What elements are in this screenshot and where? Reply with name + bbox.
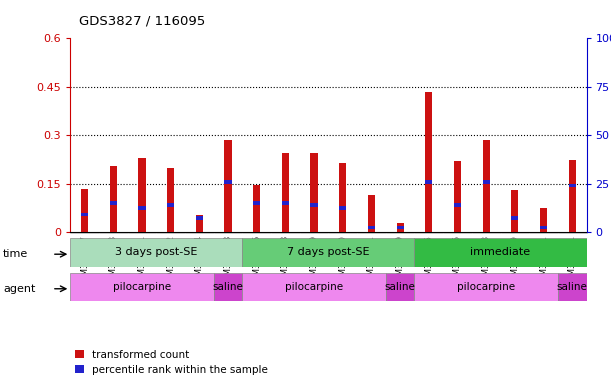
Bar <box>224 140 232 232</box>
Bar <box>110 201 117 205</box>
Bar <box>70 238 243 267</box>
Text: GDS3827 / 116095: GDS3827 / 116095 <box>79 15 206 28</box>
Bar <box>81 213 88 217</box>
Text: 3 days post-SE: 3 days post-SE <box>115 247 197 258</box>
Bar <box>368 225 375 229</box>
Text: saline: saline <box>385 282 415 292</box>
Bar <box>167 203 174 207</box>
Text: saline: saline <box>557 282 588 292</box>
Legend: transformed count, percentile rank within the sample: transformed count, percentile rank withi… <box>76 350 268 375</box>
Bar <box>483 180 490 184</box>
Text: saline: saline <box>213 282 243 292</box>
Bar <box>339 206 346 210</box>
Bar <box>70 273 214 301</box>
Text: 7 days post-SE: 7 days post-SE <box>287 247 370 258</box>
Bar <box>540 225 547 229</box>
Bar <box>540 208 547 232</box>
Bar <box>368 195 375 232</box>
Text: agent: agent <box>3 284 35 294</box>
Bar <box>282 201 289 205</box>
Text: immediate: immediate <box>470 247 530 258</box>
Bar <box>214 273 243 301</box>
Text: pilocarpine: pilocarpine <box>457 282 515 292</box>
Bar <box>282 153 289 232</box>
Bar <box>243 238 414 267</box>
Bar <box>110 166 117 232</box>
Bar <box>569 160 576 232</box>
Text: pilocarpine: pilocarpine <box>113 282 171 292</box>
Bar <box>511 190 519 232</box>
Bar <box>224 180 232 184</box>
Bar <box>414 273 558 301</box>
Bar <box>138 206 145 210</box>
Bar <box>167 168 174 232</box>
Bar <box>425 180 433 184</box>
Bar <box>511 216 519 220</box>
Bar <box>310 203 318 207</box>
Bar <box>196 216 203 220</box>
Bar <box>138 158 145 232</box>
Bar <box>253 201 260 205</box>
Text: time: time <box>3 249 28 259</box>
Bar <box>569 184 576 187</box>
Bar <box>397 223 404 232</box>
Bar <box>386 273 414 301</box>
Bar <box>397 225 404 229</box>
Bar <box>454 161 461 232</box>
Bar <box>253 185 260 232</box>
Bar <box>339 163 346 232</box>
Bar <box>243 273 386 301</box>
Bar <box>425 92 433 232</box>
Bar <box>558 273 587 301</box>
Bar <box>414 238 587 267</box>
Bar <box>196 215 203 232</box>
Text: pilocarpine: pilocarpine <box>285 282 343 292</box>
Bar <box>483 140 490 232</box>
Bar <box>454 203 461 207</box>
Bar <box>81 189 88 232</box>
Bar <box>310 153 318 232</box>
